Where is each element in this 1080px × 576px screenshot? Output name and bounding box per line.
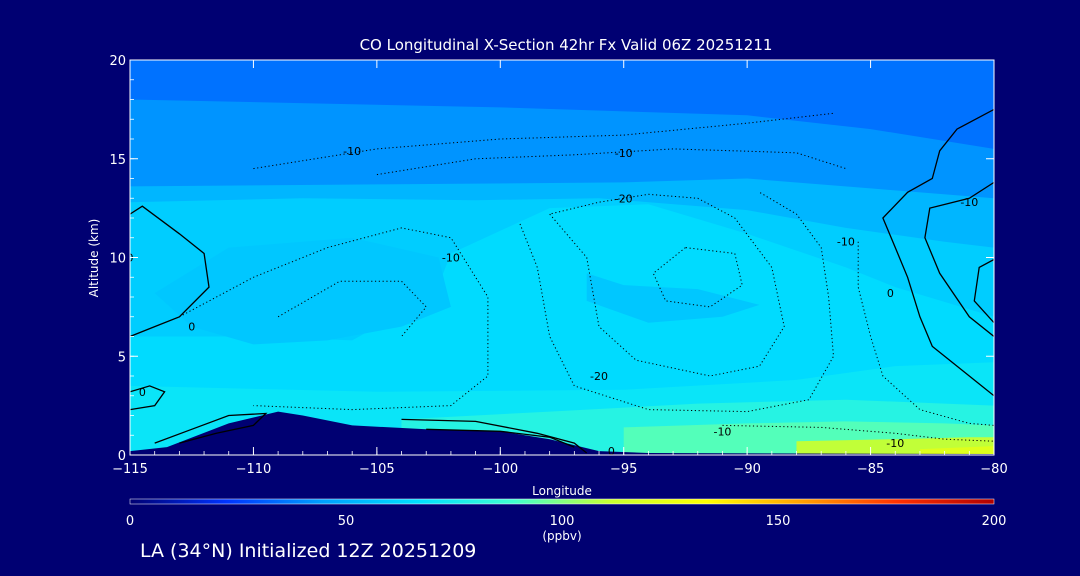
contour-lines — [130, 108, 994, 454]
terrain-polygon — [130, 411, 994, 455]
contour-solid-3 — [401, 418, 588, 454]
colorbar-tick-label: 150 — [766, 514, 791, 529]
colorbar: 0 50 100 150 200 (ppbv) — [126, 498, 1007, 543]
band-5 — [154, 237, 451, 345]
contour-dotted-15 — [857, 241, 994, 426]
contour-label: -10 — [442, 252, 460, 265]
contour-label: -10 — [343, 145, 361, 158]
x-tick-label: −110 — [236, 462, 272, 477]
y-tick-label: 5 — [118, 350, 126, 365]
contour-solid-1 — [130, 385, 166, 411]
contour-solid-4 — [426, 428, 575, 448]
band-6 — [586, 273, 760, 323]
x-tick-label: −100 — [482, 462, 518, 477]
contour-solid-7 — [973, 258, 994, 324]
colorbar-ramp — [129, 498, 995, 505]
contour-dotted-8 — [179, 227, 489, 411]
plot-area: -10-10-20-10-20-10-10-10-1000000 — [130, 60, 994, 458]
contour-label: 0 — [608, 445, 615, 458]
contour-label: -20 — [590, 370, 608, 383]
chart-title: CO Longitudinal X-Section 42hr Fx Valid … — [360, 36, 773, 54]
contour-label: -20 — [615, 192, 633, 205]
terrain-mask — [130, 411, 994, 455]
colorbar-tick-label: 200 — [982, 514, 1007, 529]
y-tick-label: 0 — [118, 449, 126, 464]
y-axis-label: Altitude (km) — [87, 219, 101, 298]
contour-dotted-10 — [376, 148, 847, 176]
y-tick-label: 10 — [109, 252, 126, 267]
contour-label: 0 — [887, 287, 894, 300]
colorbar-tick-label: 100 — [550, 514, 575, 529]
contour-label: -10 — [960, 196, 978, 209]
contour-dotted-12 — [549, 193, 785, 377]
y-tick-label: 20 — [109, 54, 126, 69]
contour-solid-6 — [924, 181, 994, 338]
colorbar-tick-label: 50 — [338, 514, 355, 529]
x-tick-label: −105 — [359, 462, 395, 477]
colorbar-unit: (ppbv) — [542, 529, 581, 543]
x-tick-label: −80 — [980, 462, 1007, 477]
x-axis: −115 −110 −105 −100 −95 −90 −85 −80 — [112, 60, 1008, 477]
contour-label: -10 — [886, 437, 904, 450]
contour-dotted-14 — [519, 191, 835, 413]
contour-label: -10 — [615, 147, 633, 160]
contour-label: -10 — [837, 236, 855, 249]
x-tick-label: −95 — [610, 462, 637, 477]
contour-solid-0 — [130, 205, 210, 338]
colorbar-ticks: 0 50 100 150 200 — [126, 514, 1007, 529]
contour-label: 0 — [188, 321, 195, 334]
init-info-caption: LA (34°N) Initialized 12Z 20251209 — [140, 540, 477, 562]
x-tick-label: −90 — [733, 462, 760, 477]
contour-solid-5 — [882, 108, 994, 397]
band-11 — [919, 446, 994, 455]
contour-label: 0 — [139, 386, 146, 399]
concentration-bands — [130, 60, 994, 455]
y-axis: 0 5 10 15 20 — [109, 54, 994, 464]
x-tick-label: −115 — [112, 462, 148, 477]
y-tick-label: 15 — [109, 153, 126, 168]
contour-label: -10 — [713, 425, 731, 438]
colorbar-tick-label: 0 — [126, 514, 134, 529]
contour-solid-2 — [154, 412, 268, 444]
x-axis-label: Longitude — [532, 484, 592, 498]
x-tick-label: −85 — [857, 462, 884, 477]
